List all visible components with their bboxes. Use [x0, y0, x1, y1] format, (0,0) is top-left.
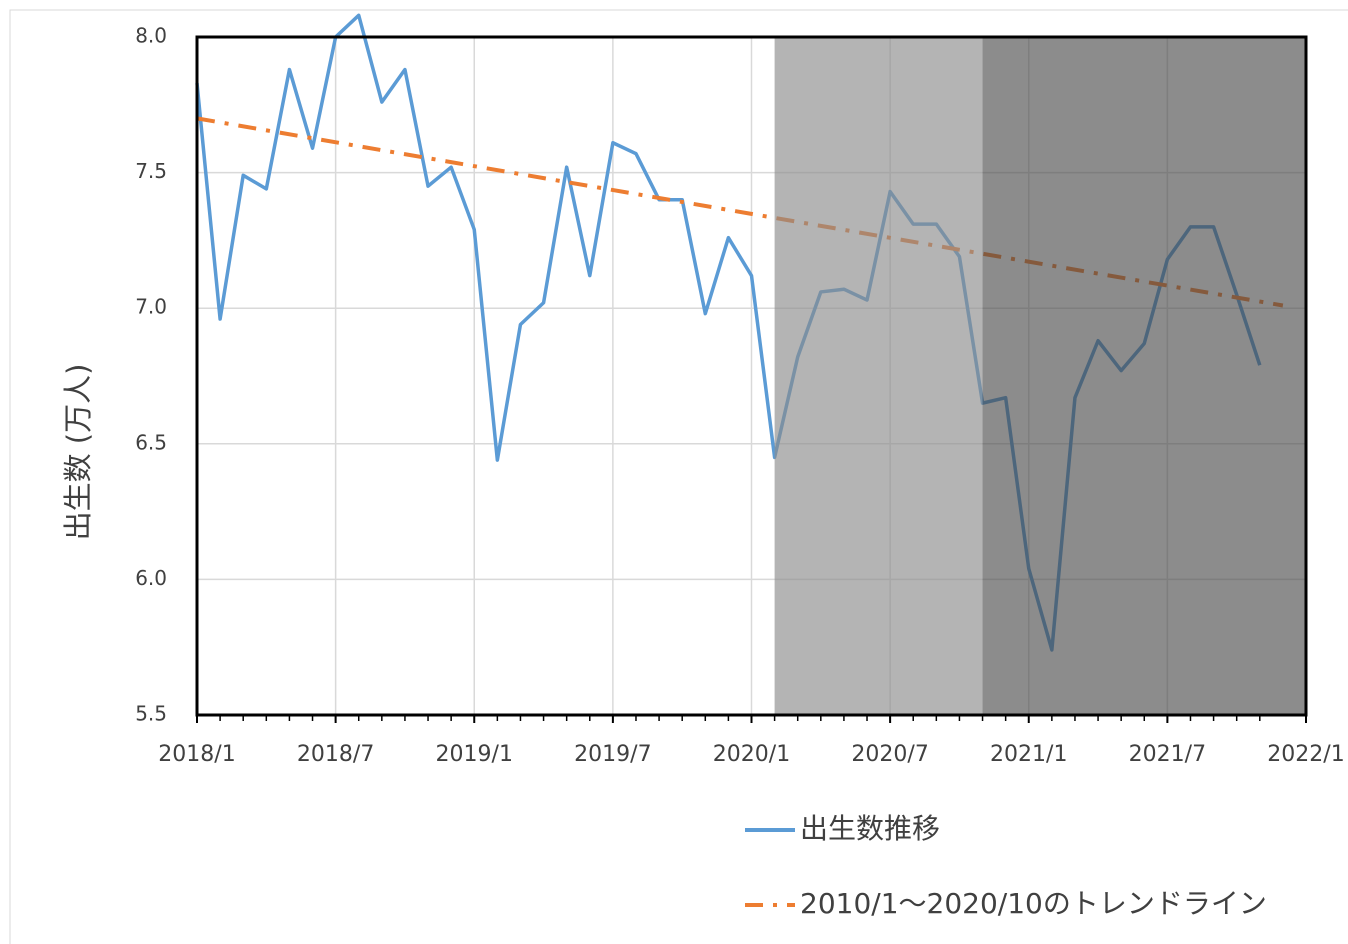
chart-border [9, 9, 1348, 944]
x-tick-label: 2019/1 [436, 742, 513, 767]
y-tick-label: 5.5 [135, 702, 167, 726]
series-line [196, 116, 1284, 308]
x-tick-label: 2022/1 [1267, 742, 1344, 767]
x-tick-label: 2019/7 [574, 742, 651, 767]
legend-label: 2010/1〜2020/10のトレンドライン [800, 887, 1267, 920]
plot-frame [195, 35, 1308, 717]
x-tick-label: 2018/1 [158, 742, 235, 767]
x-tick-label: 2020/7 [851, 742, 928, 767]
legend-label: 出生数推移 [800, 812, 940, 845]
y-tick-label: 7.0 [135, 295, 167, 319]
x-tick-label: 2021/1 [990, 742, 1067, 767]
x-tick-label: 2020/1 [713, 742, 790, 767]
y-tick-label: 6.5 [135, 430, 167, 454]
y-tick-label: 7.5 [135, 159, 167, 183]
shaded-band [982, 37, 1306, 715]
x-tick-label: 2018/7 [297, 742, 374, 767]
y-tick-label: 8.0 [135, 24, 167, 48]
x-tick-label: 2021/7 [1129, 742, 1206, 767]
y-tick-label: 6.0 [135, 566, 167, 590]
shaded-band [774, 37, 983, 715]
y-axis-title: 出生数 (万人) [61, 364, 95, 541]
